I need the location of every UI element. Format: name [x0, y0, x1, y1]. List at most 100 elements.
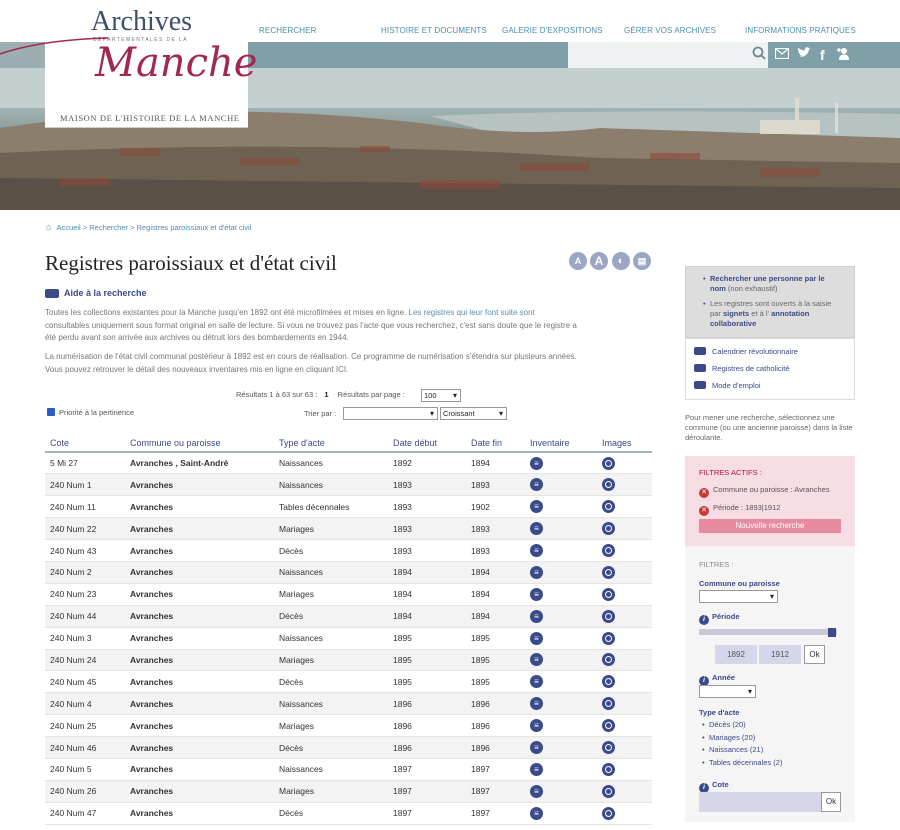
table-row[interactable]: 240 Num 4 Avranches Naissances 1896 1896 ≡ — [45, 692, 652, 716]
table-row[interactable]: 240 Num 22 Avranches Mariages 1893 1893 ≡ — [45, 517, 652, 541]
mail-icon[interactable] — [774, 47, 790, 62]
inventory-icon[interactable]: ≡ — [530, 675, 543, 689]
inventory-icon[interactable]: ≡ — [530, 741, 543, 755]
nav-rechercher[interactable]: RECHERCHER — [259, 26, 317, 35]
user-plus-icon[interactable] — [836, 47, 850, 63]
col-type[interactable]: Type d'acte — [274, 434, 388, 453]
contrast-icon[interactable]: ◐ — [612, 252, 630, 270]
view-images-icon[interactable] — [602, 653, 615, 667]
cote-input[interactable] — [699, 792, 821, 812]
view-images-icon[interactable] — [602, 522, 615, 536]
view-images-icon[interactable] — [602, 697, 615, 711]
inventory-icon[interactable]: ≡ — [530, 784, 543, 798]
type-item[interactable]: Mariages (20) — [702, 732, 782, 745]
text-smaller-icon[interactable]: A — [569, 252, 587, 270]
inventory-icon[interactable]: ≡ — [530, 631, 543, 645]
active-filter-commune[interactable]: ✕ Commune ou paroisse : Avranches — [699, 485, 830, 498]
tip-b6[interactable]: collaborative — [710, 319, 757, 328]
inventory-icon[interactable]: ≡ — [530, 719, 543, 733]
view-images-icon[interactable] — [602, 478, 615, 492]
search-input[interactable] — [568, 42, 768, 68]
inventory-icon[interactable]: ≡ — [530, 609, 543, 623]
table-row[interactable]: 240 Num 24 Avranches Mariages 1895 1895 ≡ — [45, 649, 652, 672]
col-cote[interactable]: Cote — [45, 434, 125, 453]
home-icon[interactable]: ⌂ — [46, 222, 52, 232]
commune-select[interactable] — [699, 590, 778, 603]
table-row[interactable]: 240 Num 23 Avranches Mariages 1894 1894 ≡ — [45, 583, 652, 606]
inventory-icon[interactable]: ≡ — [530, 653, 543, 667]
view-images-icon[interactable] — [602, 762, 615, 776]
annee-select[interactable] — [699, 685, 756, 698]
priority-toggle[interactable]: Priorité à la pertinence — [47, 408, 134, 417]
view-images-icon[interactable] — [602, 565, 615, 579]
breadcrumb-text[interactable]: Accueil > Rechercher > Registres paroiss… — [56, 223, 252, 232]
inventory-icon[interactable]: ≡ — [530, 565, 543, 579]
table-row[interactable]: 240 Num 3 Avranches Naissances 1895 1895 ≡ — [45, 627, 652, 650]
year-from-field[interactable]: 1892 — [715, 645, 757, 664]
inventory-icon[interactable]: ≡ — [530, 806, 543, 820]
inventory-icon[interactable]: ≡ — [530, 544, 543, 557]
remove-icon[interactable]: ✕ — [699, 488, 709, 498]
view-images-icon[interactable] — [602, 609, 615, 623]
type-item[interactable]: Tables décennales (2) — [702, 757, 782, 770]
table-row[interactable]: 240 Num 47 Avranches Décès 1897 1897 ≡ — [45, 802, 652, 825]
inventory-icon[interactable]: ≡ — [530, 456, 543, 470]
info-icon[interactable]: i — [699, 615, 709, 625]
col-date-debut[interactable]: Date début — [388, 434, 466, 453]
priority-checkbox[interactable] — [47, 408, 55, 416]
nav-galerie[interactable]: GALERIE D'EXPOSITIONS — [502, 26, 603, 35]
facebook-icon[interactable]: f — [820, 47, 825, 63]
view-images-icon[interactable] — [602, 741, 615, 755]
view-images-icon[interactable] — [602, 587, 615, 601]
text-larger-icon[interactable]: A — [590, 252, 608, 270]
info-icon[interactable]: i — [699, 676, 709, 686]
table-row[interactable]: 5 Mi 27 Avranches , Saint-André Naissances… — [45, 452, 652, 475]
sort-order-select[interactable]: Croissant — [440, 407, 507, 420]
cote-ok-button[interactable]: Ok — [821, 792, 841, 812]
inventory-icon[interactable]: ≡ — [530, 697, 543, 711]
col-commune[interactable]: Commune ou paroisse — [125, 434, 274, 453]
table-row[interactable]: 240 Num 25 Avranches Mariages 1896 1896 ≡ — [45, 714, 652, 738]
inventory-icon[interactable]: ≡ — [530, 587, 543, 601]
view-images-icon[interactable] — [602, 500, 615, 514]
search-icon[interactable] — [752, 46, 766, 63]
table-row[interactable]: 240 Num 46 Avranches Décès 1896 1896 ≡ — [45, 736, 652, 759]
table-row[interactable]: 240 Num 44 Avranches Décès 1894 1894 ≡ — [45, 605, 652, 628]
info-icon[interactable]: i — [699, 783, 709, 793]
link-mode-emploi[interactable]: Mode d'emploi — [686, 381, 854, 390]
periode-ok-button[interactable]: Ok — [804, 645, 825, 664]
inventory-icon[interactable]: ≡ — [530, 500, 543, 514]
help-link[interactable]: Aide à la recherche — [45, 288, 147, 299]
type-item[interactable]: Naissances (21) — [702, 744, 782, 757]
tip-b3[interactable]: signets — [722, 309, 750, 318]
active-filter-periode[interactable]: ✕ Période : 1893|1912 — [699, 503, 780, 516]
slider-handle[interactable] — [828, 628, 836, 637]
view-images-icon[interactable] — [602, 719, 615, 733]
type-item[interactable]: Décès (20) — [702, 719, 782, 732]
nav-histoire[interactable]: HISTOIRE ET DOCUMENTS — [381, 26, 487, 35]
nav-gerer[interactable]: GÉRER VOS ARCHIVES — [624, 26, 717, 35]
site-logo[interactable]: Archives DÉPARTEMENTALES DE LA Manche MA… — [45, 0, 257, 128]
new-search-button[interactable]: Nouvelle recherche — [699, 519, 841, 533]
table-row[interactable]: 240 Num 1 Avranches Naissances 1893 1893 ≡ — [45, 473, 652, 497]
view-images-icon[interactable] — [602, 784, 615, 798]
results-page[interactable]: 1 — [324, 390, 329, 399]
table-row[interactable]: 240 Num 43 Avranches Décès 1893 1893 ≡ — [45, 539, 652, 562]
per-page-select[interactable]: 100 — [421, 389, 461, 402]
table-row[interactable]: 240 Num 11 Avranches Tables décennales 1893… — [45, 495, 652, 519]
table-row[interactable]: 240 Num 2 Avranches Naissances 1894 1894 ≡ — [45, 561, 652, 584]
inventory-icon[interactable]: ≡ — [530, 762, 543, 776]
col-date-fin[interactable]: Date fin — [466, 434, 525, 453]
nav-infos[interactable]: INFORMATIONS PRATIQUES — [745, 26, 856, 35]
periode-slider[interactable] — [699, 629, 837, 635]
view-images-icon[interactable] — [602, 544, 615, 557]
inventory-icon[interactable]: ≡ — [530, 478, 543, 492]
print-icon[interactable]: ▤ — [633, 252, 651, 270]
table-row[interactable]: 240 Num 26 Avranches Mariages 1897 1897 ≡ — [45, 780, 652, 803]
view-images-icon[interactable] — [602, 675, 615, 689]
sort-field-select[interactable] — [343, 407, 438, 420]
view-images-icon[interactable] — [602, 806, 615, 820]
intro-text-2b[interactable]: Vous pouvez retrouver le détail des nouv… — [45, 364, 349, 374]
inventory-icon[interactable]: ≡ — [530, 522, 543, 536]
